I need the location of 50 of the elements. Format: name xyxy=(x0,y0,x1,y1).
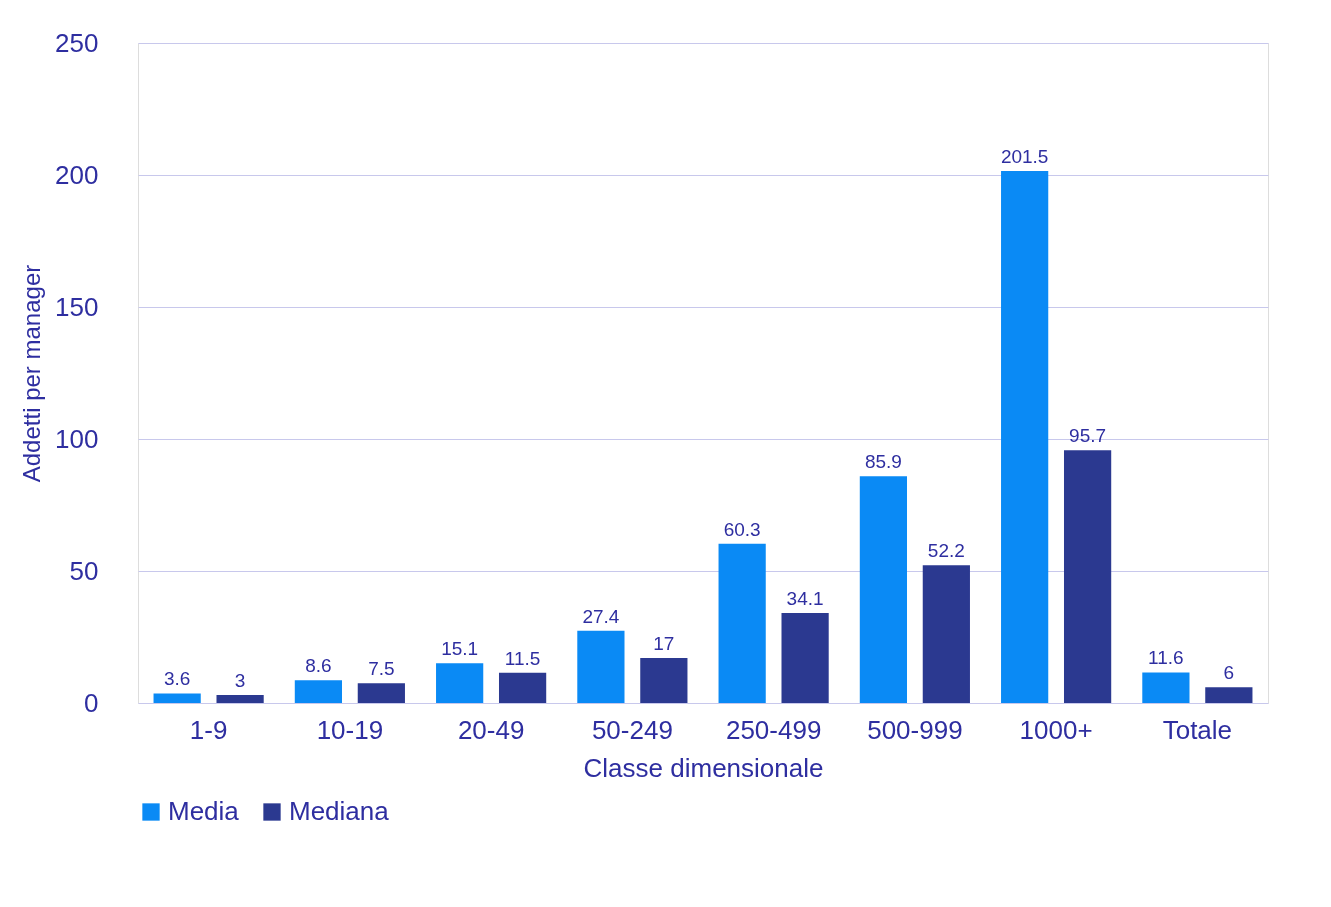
bar xyxy=(859,476,908,703)
data-label: 7.5 xyxy=(368,658,395,680)
y-axis-title: Addetti per manager xyxy=(18,264,46,483)
legend-label: Media xyxy=(168,796,240,826)
data-label: 6 xyxy=(1223,662,1235,684)
data-label: 11.5 xyxy=(504,647,541,669)
y-tick-label: 250 xyxy=(55,27,99,58)
data-label: 60.3 xyxy=(723,518,761,540)
bar xyxy=(718,543,766,703)
legend-label: Mediana xyxy=(289,796,390,826)
x-tick-label: 500-999 xyxy=(867,714,963,745)
bar xyxy=(294,680,343,703)
data-label: 15.1 xyxy=(441,638,479,660)
bar xyxy=(216,695,264,703)
y-tick-label: 0 xyxy=(84,687,99,718)
bar xyxy=(1205,687,1253,703)
bar xyxy=(153,693,201,703)
y-tick-label: 200 xyxy=(55,159,99,190)
data-label: 8.6 xyxy=(305,655,332,677)
data-label: 201.5 xyxy=(1000,146,1049,168)
x-tick-label: 20-49 xyxy=(457,714,525,745)
bar xyxy=(1142,672,1190,703)
bar xyxy=(922,565,970,703)
data-label: 11.6 xyxy=(1148,647,1184,669)
x-tick-label: 50-249 xyxy=(591,714,673,745)
data-label: 3 xyxy=(234,670,246,692)
bar xyxy=(1063,450,1112,703)
bar xyxy=(498,672,547,703)
x-tick-label: 1-9 xyxy=(189,714,228,745)
data-label: 17 xyxy=(653,633,675,655)
data-label: 3.6 xyxy=(163,668,191,690)
bar xyxy=(436,663,484,703)
bar xyxy=(577,630,625,703)
x-tick-label: 1000+ xyxy=(1019,714,1093,745)
y-tick-label: 50 xyxy=(69,555,99,586)
bar xyxy=(357,683,405,703)
x-tick-label: 250-499 xyxy=(725,714,822,745)
x-tick-label: Totale xyxy=(1162,714,1233,745)
data-label: 85.9 xyxy=(864,451,902,473)
data-label: 34.1 xyxy=(786,587,824,609)
data-label: 27.4 xyxy=(582,605,620,627)
bar xyxy=(1001,171,1049,703)
x-tick-label: 10-19 xyxy=(316,714,384,745)
y-tick-label: 100 xyxy=(55,423,99,454)
bar xyxy=(640,658,688,703)
data-label: 52.2 xyxy=(927,540,965,562)
data-label: 95.7 xyxy=(1069,425,1107,447)
x-axis-title: Classe dimensionale xyxy=(583,752,824,783)
bar xyxy=(781,612,829,703)
y-tick-label: 150 xyxy=(55,291,99,322)
